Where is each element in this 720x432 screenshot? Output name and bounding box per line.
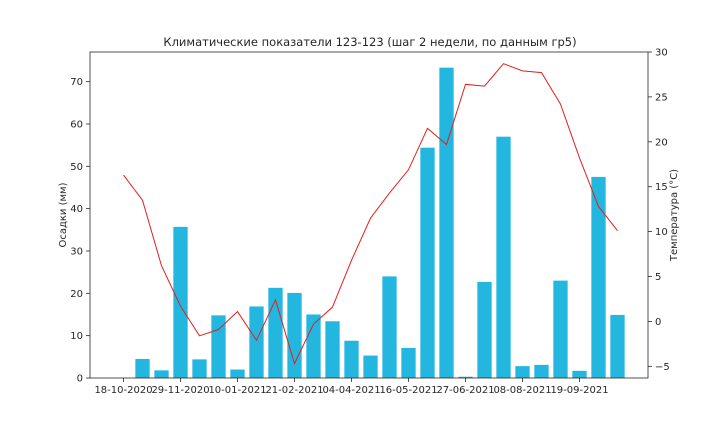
right-axis-ticks: −5 0 5 10 15 20 25 30	[648, 48, 670, 373]
x-tick-label: 19-09-2021	[550, 385, 608, 396]
left-tick-label: 10	[70, 331, 83, 342]
precipitation-bar	[287, 292, 302, 378]
precipitation-bar	[154, 370, 169, 378]
precipitation-bar	[553, 280, 568, 378]
precipitation-bar	[230, 369, 245, 378]
left-tick-label: 0	[77, 374, 83, 385]
precipitation-bar	[572, 370, 587, 378]
left-tick-label: 60	[70, 119, 83, 130]
precipitation-bar	[496, 136, 511, 378]
precipitation-bar	[363, 355, 378, 378]
left-axis-title: Осадки (мм)	[58, 182, 69, 247]
right-tick-label: 20	[655, 137, 668, 148]
precipitation-bar	[401, 347, 416, 378]
left-tick-label: 40	[70, 204, 83, 215]
precipitation-bar	[173, 226, 188, 378]
left-tick-label: 30	[70, 246, 83, 257]
precipitation-bar	[249, 306, 264, 378]
precipitation-bar	[591, 176, 606, 378]
x-axis-ticks: 18-10-202029-11-202010-01-202121-02-2021…	[94, 378, 609, 396]
precipitation-bar	[477, 281, 492, 378]
precipitation-bar	[515, 366, 530, 378]
left-axis-ticks: 0 10 20 30 40 50 60 70	[70, 77, 90, 385]
precipitation-bar	[192, 359, 207, 378]
right-tick-label: −5	[655, 362, 670, 373]
precipitation-bar	[534, 364, 549, 378]
x-tick-label: 08-08-2021	[493, 385, 551, 396]
right-tick-label: 5	[655, 272, 661, 283]
x-tick-label: 10-01-2021	[208, 385, 266, 396]
precipitation-bar	[306, 314, 321, 378]
left-tick-label: 50	[70, 162, 83, 173]
x-tick-label: 29-11-2020	[151, 385, 209, 396]
precipitation-bar	[325, 321, 340, 378]
right-tick-label: 25	[655, 92, 668, 103]
x-tick-label: 27-06-2021	[436, 385, 494, 396]
precipitation-bar	[344, 340, 359, 378]
precipitation-bar	[420, 147, 435, 378]
precipitation-bar	[382, 276, 397, 378]
precipitation-bars	[135, 67, 625, 378]
precipitation-bar	[135, 358, 150, 378]
temperature-line	[123, 63, 618, 366]
x-tick-label: 18-10-2020	[94, 385, 152, 396]
chart-title: Климатические показатели 123-123 (шаг 2 …	[163, 35, 576, 49]
plot-frame	[89, 51, 649, 379]
temperature-series-line	[123, 63, 618, 366]
right-tick-label: 10	[655, 227, 668, 238]
right-tick-label: 0	[655, 317, 661, 328]
precipitation-bar	[439, 67, 454, 378]
precipitation-bar	[610, 314, 625, 378]
precipitation-bar	[458, 376, 473, 378]
right-tick-label: 15	[655, 182, 668, 193]
left-tick-label: 20	[70, 289, 83, 300]
x-tick-label: 04-04-2021	[322, 385, 380, 396]
right-axis-title: Температура (°C)	[669, 169, 680, 262]
x-tick-label: 16-05-2021	[379, 385, 437, 396]
left-tick-label: 70	[70, 77, 83, 88]
right-tick-label: 30	[655, 48, 668, 59]
x-tick-label: 21-02-2021	[265, 385, 323, 396]
